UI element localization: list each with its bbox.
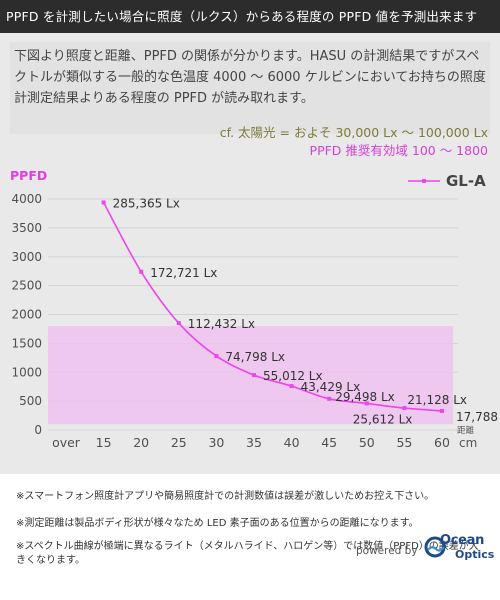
data-label-55: 21,128 Lx xyxy=(407,393,467,407)
x-tick-15: 15 xyxy=(96,435,112,450)
data-point-55 xyxy=(402,406,407,411)
data-label-20: 172,721 Lx xyxy=(150,266,217,280)
x-tick-35: 35 xyxy=(246,435,262,450)
y-tick-0: 0 xyxy=(34,423,42,437)
page-title: PPFD を計測したい場合に照度（ルクス）からある程度の PPFD 値を予測出来… xyxy=(0,0,500,33)
footnote-3: ※スペクトル曲線が極端に異なるライト（メタルハライド、ハロゲン等）では数値（PP… xyxy=(16,541,479,566)
data-label-35: 55,012 Lx xyxy=(263,369,323,383)
x-tick-30: 30 xyxy=(208,435,224,450)
x-tick-50: 50 xyxy=(359,435,375,450)
x-tick-labels: over 15 20 25 30 35 40 45 50 55 60 xyxy=(52,435,450,450)
data-label-50: 25,612 Lx xyxy=(353,412,413,426)
data-label-15: 285,365 Lx xyxy=(113,196,180,210)
x-tick-45: 45 xyxy=(321,435,337,450)
data-point-40 xyxy=(289,384,294,389)
x-tick-55: 55 xyxy=(396,435,412,450)
legend: GL-A xyxy=(408,172,486,190)
data-label-40: 43,429 Lx xyxy=(301,380,361,394)
data-point-30 xyxy=(214,354,219,359)
y-tick-labels: 0 500 1000 1500 2000 2500 3000 3500 4000 xyxy=(11,192,42,437)
data-label-45: 29,498 Lx xyxy=(335,390,395,404)
data-point-60 xyxy=(440,408,444,413)
intro-text: 下図より照度と距離、PPFD の関係が分かります。HASU の計測結果ですがスペ… xyxy=(14,49,486,106)
x-tick-40: 40 xyxy=(284,435,300,450)
data-labels: 285,365 Lx 172,721 Lx 112,432 Lx 74,798 Lx 5… xyxy=(113,196,500,426)
data-label-60: 17,788 Lx xyxy=(456,410,500,424)
intro-box: 下図より照度と距離、PPFD の関係が分かります。HASU の計測結果ですがスペ… xyxy=(10,42,490,134)
logo-text-ocean: Ocean xyxy=(440,533,485,548)
recommended-range-note: PPFD 推奨有効域 100 ～ 1800 xyxy=(309,143,488,158)
x-tick-25: 25 xyxy=(171,435,187,450)
legend-marker xyxy=(422,179,426,183)
data-point-50 xyxy=(364,401,369,406)
series-points xyxy=(101,200,444,413)
y-tick-4000: 4000 xyxy=(11,192,42,206)
logo-text-optics: Optics xyxy=(455,548,495,561)
y-tick-3500: 3500 xyxy=(11,221,42,235)
recommended-band xyxy=(48,326,453,425)
footnote-1: ※スマートフォン照度計アプリや簡易照度計での計測数値は誤差が激しいためお控え下さ… xyxy=(16,491,435,502)
footnote-2: ※測定距離は製品ボディ形状が様々なため LED 素子面のある位置からの距離になり… xyxy=(16,518,419,529)
legend-label: GL-A xyxy=(446,172,486,190)
y-tick-1000: 1000 xyxy=(11,365,42,379)
y-tick-2000: 2000 xyxy=(11,308,42,322)
data-point-35 xyxy=(252,373,256,378)
y-tick-2500: 2500 xyxy=(11,279,42,293)
x-tick-over: over xyxy=(52,435,81,450)
x-tick-60: 60 xyxy=(434,435,450,450)
footer: ※スマートフォン照度計アプリや簡易照度計での計測数値は誤差が激しいためお控え下さ… xyxy=(0,474,500,600)
data-point-45 xyxy=(327,396,332,401)
x-tick-20: 20 xyxy=(133,435,149,450)
y-tick-3000: 3000 xyxy=(11,250,42,264)
ocean-optics-logo-icon xyxy=(424,536,446,558)
series-line-gl-a xyxy=(102,202,443,412)
x-axis-unit: cm xyxy=(459,436,477,450)
y-tick-1500: 1500 xyxy=(11,336,42,350)
data-label-25: 112,432 Lx xyxy=(188,317,255,331)
data-label-30: 74,798 Lx xyxy=(225,350,285,364)
y-axis-label: PPFD xyxy=(10,168,48,183)
data-point-15 xyxy=(101,200,106,205)
data-point-20 xyxy=(139,269,144,274)
data-point-25 xyxy=(176,321,181,326)
x-axis-label: 距離 xyxy=(457,425,475,436)
sunlight-note: cf. 太陽光 = およそ 30,000 Lx ～ 100,000 Lx xyxy=(219,125,488,140)
y-tick-500: 500 xyxy=(19,394,42,408)
powered-by-text: powered by xyxy=(356,545,418,557)
